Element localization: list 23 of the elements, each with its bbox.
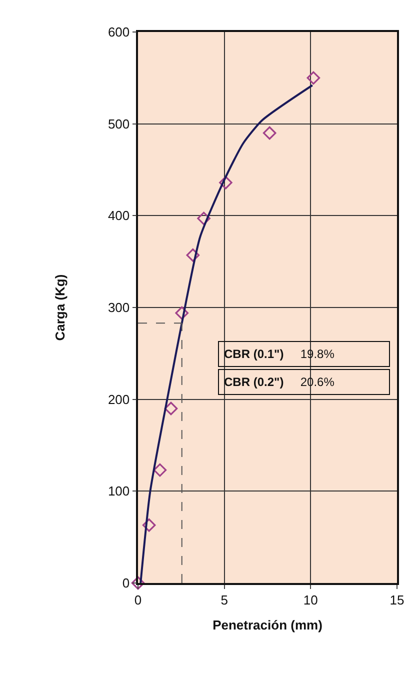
point xyxy=(186,248,200,262)
point xyxy=(197,212,210,226)
x-tick-label: 10 xyxy=(303,592,318,608)
point xyxy=(306,71,320,85)
point xyxy=(164,402,178,416)
y-tick-label: 400 xyxy=(108,208,130,224)
y-tick-label: 200 xyxy=(108,392,130,407)
y-tick-label: 100 xyxy=(108,484,130,499)
y-tick-label: 300 xyxy=(108,300,130,316)
x-tick-label: 0 xyxy=(134,592,142,608)
point xyxy=(142,518,156,532)
point xyxy=(219,176,232,190)
x-axis-title: Penetración (mm) xyxy=(212,617,322,632)
point xyxy=(262,126,276,140)
point xyxy=(153,463,167,477)
point xyxy=(131,576,145,590)
y-tick-label: 500 xyxy=(108,116,130,132)
y-tick-label: 600 xyxy=(108,24,130,40)
y-tick-label: 0 xyxy=(122,576,130,591)
x-tick-label: 5 xyxy=(220,592,228,608)
y-axis-title: Carga (Kg) xyxy=(52,274,68,341)
point xyxy=(175,306,189,320)
x-tick-label: 15 xyxy=(390,592,404,608)
